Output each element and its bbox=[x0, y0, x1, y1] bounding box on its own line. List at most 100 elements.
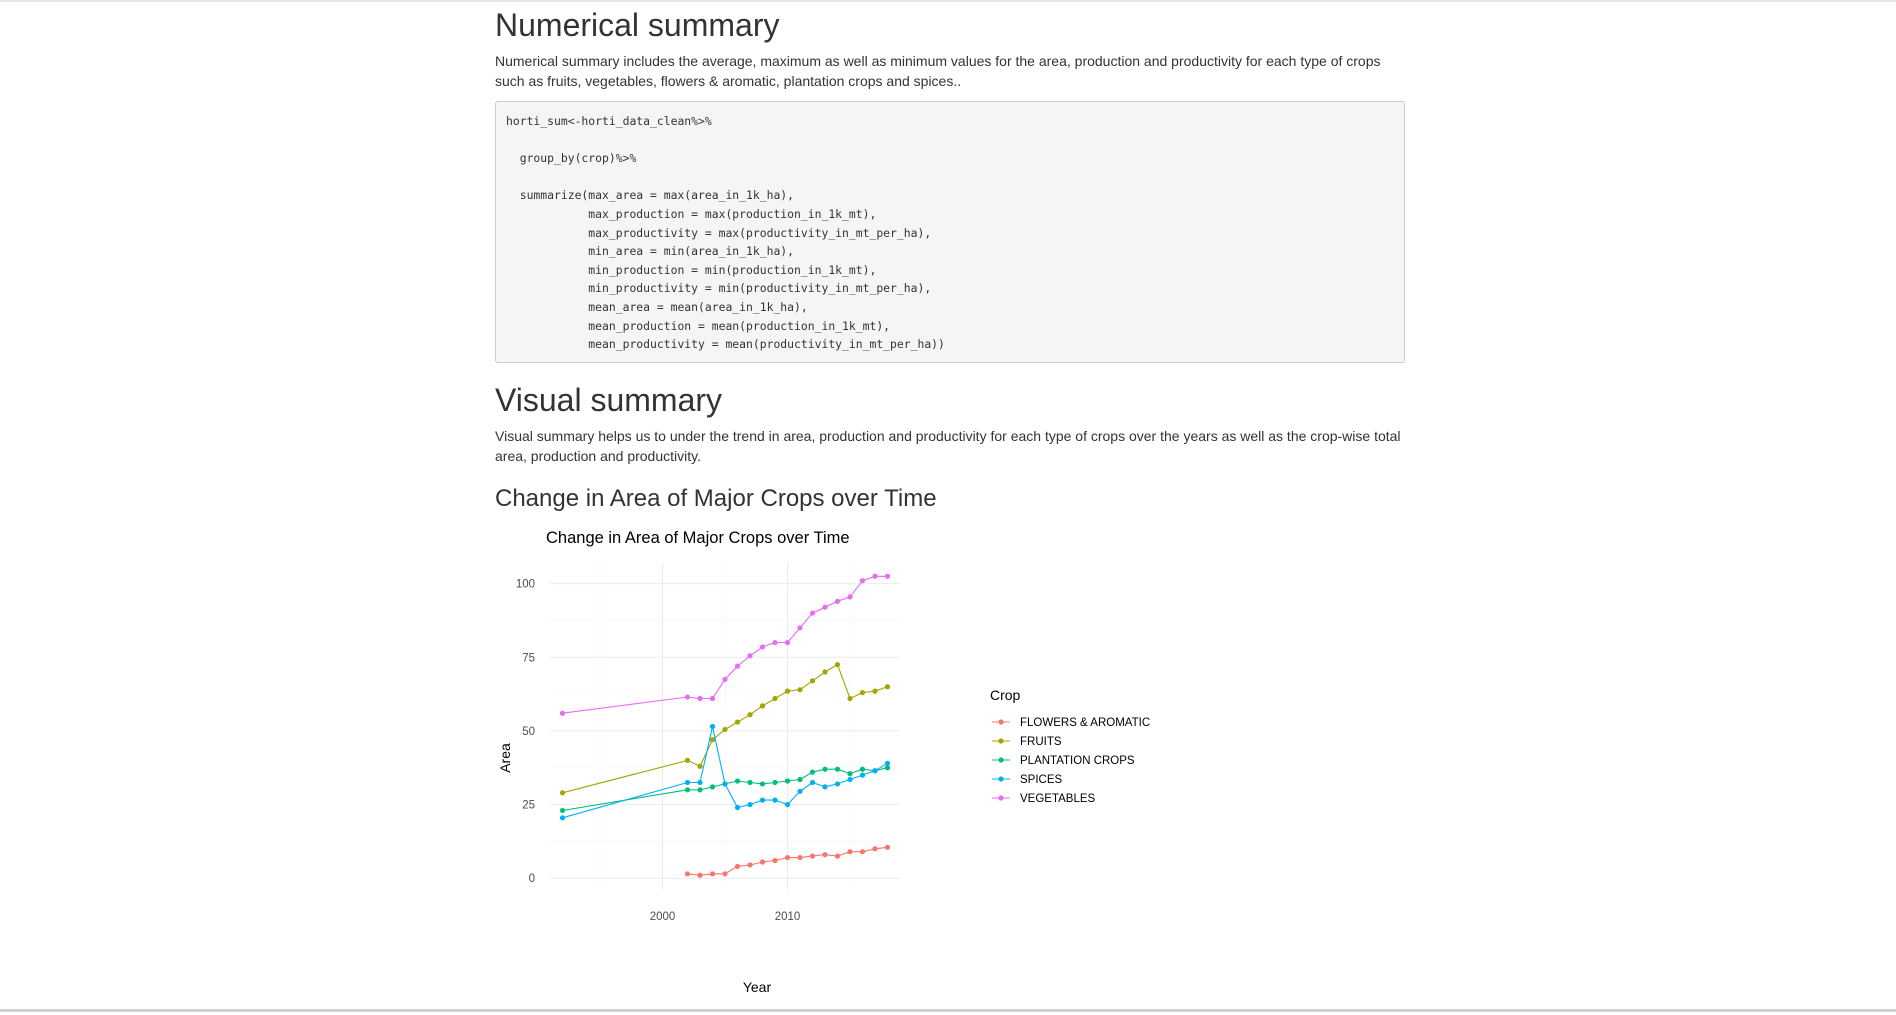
data-point bbox=[559, 815, 566, 821]
series-flowers-aromatic bbox=[684, 844, 891, 878]
legend-title: Crop bbox=[990, 687, 1021, 703]
data-point bbox=[872, 768, 878, 774]
data-point bbox=[884, 844, 891, 850]
data-point bbox=[797, 776, 803, 783]
data-point bbox=[722, 871, 728, 877]
data-point bbox=[847, 594, 853, 600]
legend-label: PLANTATION CROPS bbox=[1020, 755, 1135, 767]
data-point bbox=[884, 765, 891, 771]
data-point bbox=[809, 853, 816, 859]
data-point bbox=[784, 854, 791, 861]
data-point bbox=[697, 872, 703, 878]
data-point bbox=[709, 695, 716, 702]
data-point bbox=[847, 695, 853, 702]
data-point bbox=[747, 862, 753, 868]
data-point bbox=[709, 784, 716, 790]
data-point bbox=[684, 871, 691, 877]
y-tick-label: 75 bbox=[522, 652, 535, 664]
code-block: horti_sum<-horti_data_clean%>% group_by(… bbox=[495, 101, 1405, 363]
legend-label: FLOWERS & AROMATIC bbox=[1020, 717, 1150, 729]
data-point bbox=[697, 779, 703, 786]
data-point bbox=[822, 766, 828, 772]
legend-label: VEGETABLES bbox=[1020, 793, 1096, 805]
data-point bbox=[759, 859, 766, 865]
data-point bbox=[734, 804, 741, 811]
data-point bbox=[734, 719, 741, 725]
data-point bbox=[884, 684, 891, 690]
data-point bbox=[834, 853, 841, 859]
data-point bbox=[822, 852, 828, 858]
data-point bbox=[797, 854, 803, 861]
legend-label: SPICES bbox=[1020, 774, 1063, 786]
legend-item: PLANTATION CROPS bbox=[992, 755, 1135, 767]
y-tick-label: 25 bbox=[522, 800, 535, 812]
numerical-summary-text: Numerical summary includes the average, … bbox=[495, 53, 1381, 89]
chart-series bbox=[559, 573, 891, 878]
data-point bbox=[834, 766, 841, 772]
data-point bbox=[684, 694, 691, 700]
data-point bbox=[809, 678, 816, 684]
data-point bbox=[697, 695, 703, 702]
chart-svg: 0 25 50 75 100 2000 2010 Change in Area of Maj… bbox=[497, 529, 1150, 995]
data-point bbox=[872, 573, 878, 579]
x-tick-label: 2000 bbox=[650, 911, 676, 923]
data-point bbox=[784, 778, 791, 784]
data-point bbox=[797, 625, 803, 631]
visual-summary-text: Visual summary helps us to under the tre… bbox=[495, 428, 1401, 464]
data-point bbox=[709, 871, 716, 877]
data-point bbox=[772, 797, 778, 803]
data-point bbox=[697, 787, 703, 793]
chart-legend: Crop FLOWERS & AROMATIC FRUITS PLANTATION … bbox=[990, 687, 1150, 805]
data-point bbox=[772, 857, 778, 864]
data-point bbox=[834, 781, 841, 787]
data-point bbox=[859, 690, 866, 696]
data-point bbox=[809, 610, 816, 616]
y-tick-label: 0 bbox=[529, 873, 535, 885]
data-point bbox=[772, 779, 778, 786]
data-point bbox=[809, 769, 816, 775]
data-point bbox=[722, 676, 728, 682]
data-point bbox=[747, 712, 753, 718]
numerical-summary-heading: Numerical summary bbox=[495, 7, 780, 43]
bottom-divider bbox=[0, 1009, 1896, 1012]
data-point bbox=[734, 863, 741, 870]
data-point bbox=[847, 776, 853, 783]
data-point bbox=[759, 797, 766, 803]
data-point bbox=[822, 669, 828, 675]
chart-section-heading: Change in Area of Major Crops over Time bbox=[495, 485, 937, 512]
top-divider bbox=[0, 0, 1896, 2]
data-point bbox=[559, 710, 566, 716]
data-point bbox=[747, 801, 753, 808]
data-point bbox=[734, 663, 741, 669]
legend-item: FRUITS bbox=[992, 736, 1062, 748]
data-point bbox=[697, 763, 703, 769]
area-chart: 0 25 50 75 100 2000 2010 Change in Area of Maj… bbox=[495, 520, 1195, 1010]
data-point bbox=[772, 639, 778, 646]
data-point bbox=[759, 781, 766, 787]
visual-summary-heading: Visual summary bbox=[495, 382, 723, 418]
chart-title: Change in Area of Major Crops over Time bbox=[546, 529, 850, 547]
data-point bbox=[859, 766, 866, 772]
data-point bbox=[684, 757, 691, 763]
data-point bbox=[684, 779, 691, 786]
data-point bbox=[759, 644, 766, 650]
data-point bbox=[859, 849, 866, 855]
data-point bbox=[834, 598, 841, 604]
data-point bbox=[797, 788, 803, 794]
data-point bbox=[784, 639, 791, 646]
data-point bbox=[872, 688, 878, 694]
data-point bbox=[722, 726, 728, 733]
x-axis-label: Year bbox=[743, 979, 772, 995]
data-point bbox=[797, 687, 803, 693]
data-point bbox=[847, 771, 853, 777]
data-point bbox=[784, 801, 791, 808]
y-tick-label: 50 bbox=[522, 726, 535, 738]
data-point bbox=[684, 787, 691, 793]
data-point bbox=[847, 849, 853, 855]
data-point bbox=[559, 807, 566, 814]
y-axis-label: Area bbox=[497, 743, 513, 773]
data-point bbox=[722, 781, 728, 787]
data-point bbox=[834, 662, 841, 668]
legend-item: VEGETABLES bbox=[992, 793, 1096, 805]
legend-item: SPICES bbox=[992, 774, 1063, 786]
